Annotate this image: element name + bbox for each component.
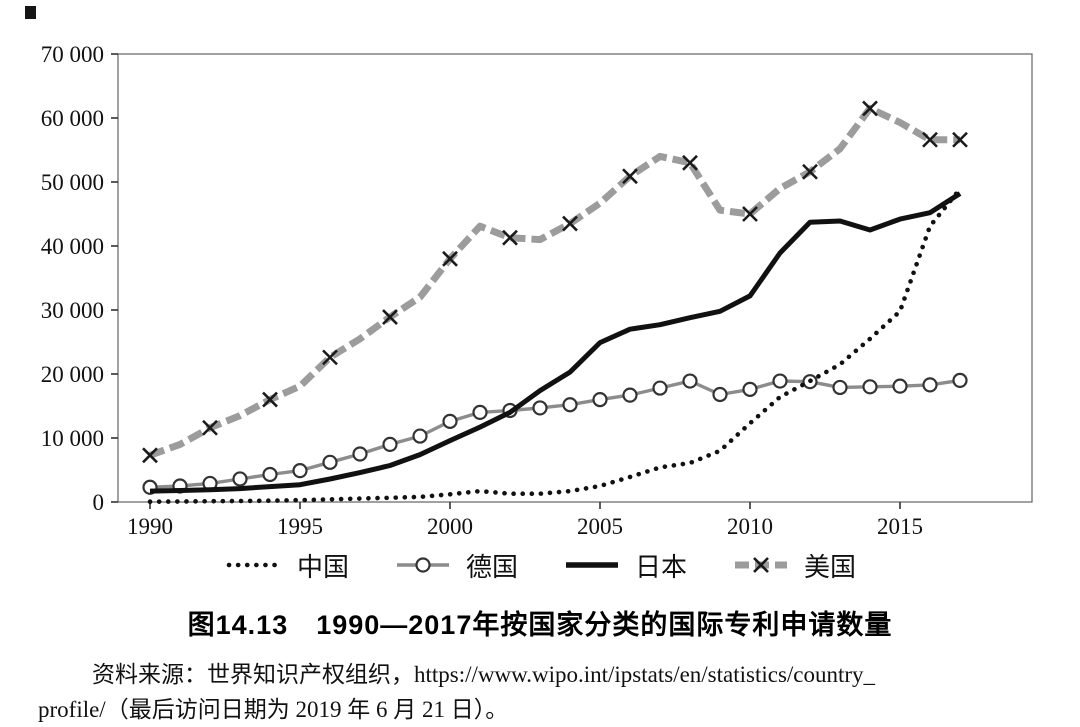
- dotted-line-swatch-icon: [224, 554, 284, 576]
- figure-title: 图14.13 1990—2017年按国家分类的国际专利申请数量: [0, 603, 1080, 642]
- legend-label-usa: 美国: [804, 547, 856, 584]
- legend-item-china: 中国: [224, 547, 349, 584]
- svg-text:2010: 2010: [727, 514, 773, 539]
- svg-text:2005: 2005: [577, 514, 623, 539]
- svg-text:60 000: 60 000: [41, 106, 104, 131]
- svg-text:2000: 2000: [427, 514, 473, 539]
- legend-label-germany: 德国: [466, 547, 518, 584]
- svg-text:40 000: 40 000: [41, 234, 104, 259]
- svg-text:2015: 2015: [877, 514, 923, 539]
- legend-label-japan: 日本: [635, 547, 687, 584]
- svg-text:70 000: 70 000: [41, 42, 104, 67]
- source-line-1: 资料来源：世界知识产权组织，https://www.wipo.int/ipsta…: [38, 658, 1042, 693]
- svg-text:10 000: 10 000: [41, 426, 104, 451]
- legend-item-germany: 德国: [393, 547, 518, 584]
- svg-text:20 000: 20 000: [41, 362, 104, 387]
- svg-text:0: 0: [93, 490, 105, 515]
- svg-text:50 000: 50 000: [41, 170, 104, 195]
- dashed-x-marker-line-swatch-icon: [731, 554, 791, 576]
- legend-label-china: 中国: [297, 547, 349, 584]
- scan-artifact-mark: [25, 6, 36, 19]
- source-line-2: profile/（最后访问日期为 2019 年 6 月 21 日）。: [38, 693, 1042, 727]
- legend-item-japan: 日本: [562, 547, 687, 584]
- solid-line-swatch-icon: [562, 554, 622, 576]
- patent-line-chart: 0 10 000 20 000 30 000 40 000 50 000 60 000 70 …: [0, 10, 1080, 542]
- svg-text:1990: 1990: [127, 514, 173, 539]
- chart-legend: 中国 德国 日本 美国: [0, 547, 1080, 583]
- circle-marker-line-swatch-icon: [393, 554, 453, 576]
- figure-source: 资料来源：世界知识产权组织，https://www.wipo.int/ipsta…: [38, 658, 1042, 727]
- svg-text:30 000: 30 000: [41, 298, 104, 323]
- legend-item-usa: 美国: [731, 547, 856, 584]
- svg-text:1995: 1995: [277, 514, 323, 539]
